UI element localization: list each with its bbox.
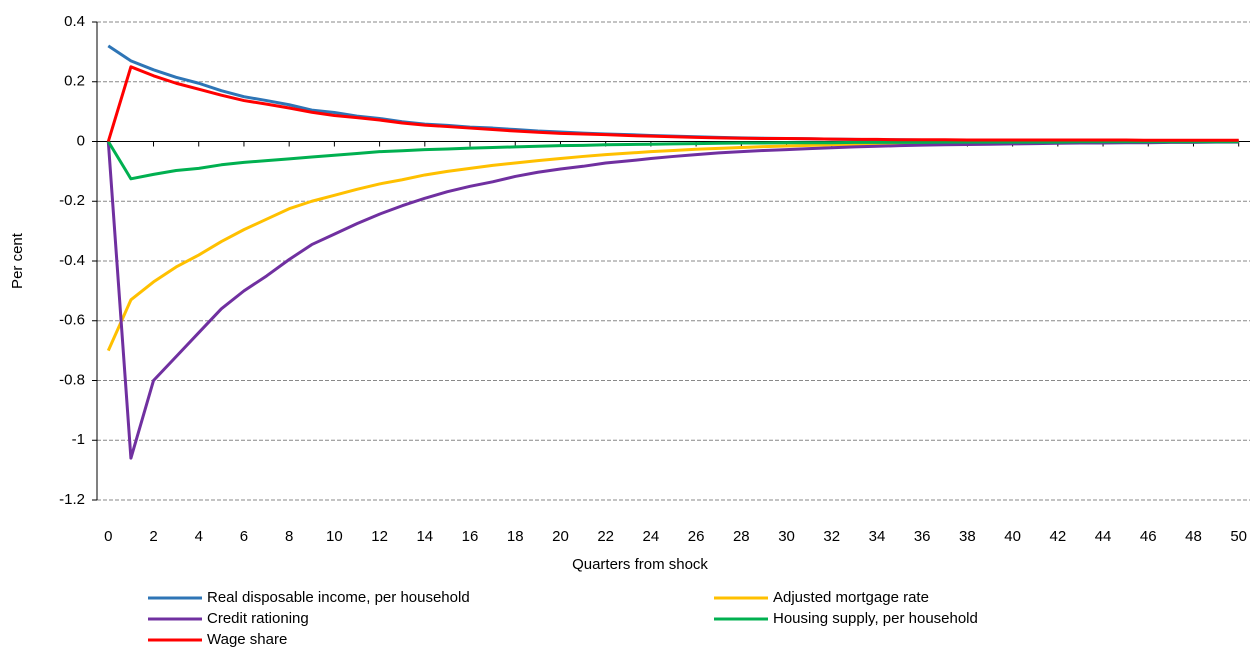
x-tick-label: 44 [1095,528,1112,545]
y-tick-label: -1.2 [59,491,85,508]
y-tick-label: -1 [72,431,85,448]
x-tick-label: 46 [1140,528,1157,545]
x-tick-label: 6 [240,528,248,545]
y-tick-label: -0.8 [59,371,85,388]
x-tick-label: 34 [869,528,886,545]
series-line [106,140,1239,352]
y-tick-label: -0.6 [59,312,85,329]
x-tick-label: 32 [823,528,840,545]
x-tick-label: 18 [507,528,524,545]
x-tick-label: 40 [1004,528,1021,545]
y-axis-title: Per cent [9,232,26,289]
y-tick-label: -0.2 [59,192,85,209]
x-tick-label: 28 [733,528,750,545]
x-tick-label: 30 [778,528,795,545]
series-line [107,140,1239,181]
x-tick-label: 8 [285,528,293,545]
x-tick-label: 20 [552,528,569,545]
x-tick-label: 26 [688,528,705,545]
x-tick-label: 36 [914,528,931,545]
legend-label: Housing supply, per household [773,610,978,627]
x-tick-label: 4 [195,528,203,545]
y-tick-label: 0.4 [64,13,85,30]
series-line [107,44,1239,143]
x-tick-label: 14 [416,528,433,545]
y-tick-label: 0.2 [64,73,85,90]
x-tick-label: 24 [643,528,660,545]
x-tick-label: 48 [1185,528,1202,545]
y-tick-label: 0 [77,132,85,149]
x-tick-label: 50 [1230,528,1247,545]
x-tick-label: 22 [597,528,614,545]
x-tick-label: 42 [1049,528,1066,545]
x-tick-label: 2 [149,528,157,545]
legend-label: Real disposable income, per household [207,589,470,606]
x-tick-label: 10 [326,528,343,545]
x-tick-label: 38 [959,528,976,545]
x-tick-label: 0 [104,528,112,545]
legend-label: Wage share [207,631,287,648]
legend-label: Adjusted mortgage rate [773,589,929,606]
series-line [106,65,1239,142]
x-tick-label: 12 [371,528,388,545]
x-axis-title: Quarters from shock [572,556,708,573]
y-tick-label: -0.4 [59,252,85,269]
legend-label: Credit rationing [207,610,309,627]
x-tick-label: 16 [462,528,479,545]
series-line [106,140,1239,460]
